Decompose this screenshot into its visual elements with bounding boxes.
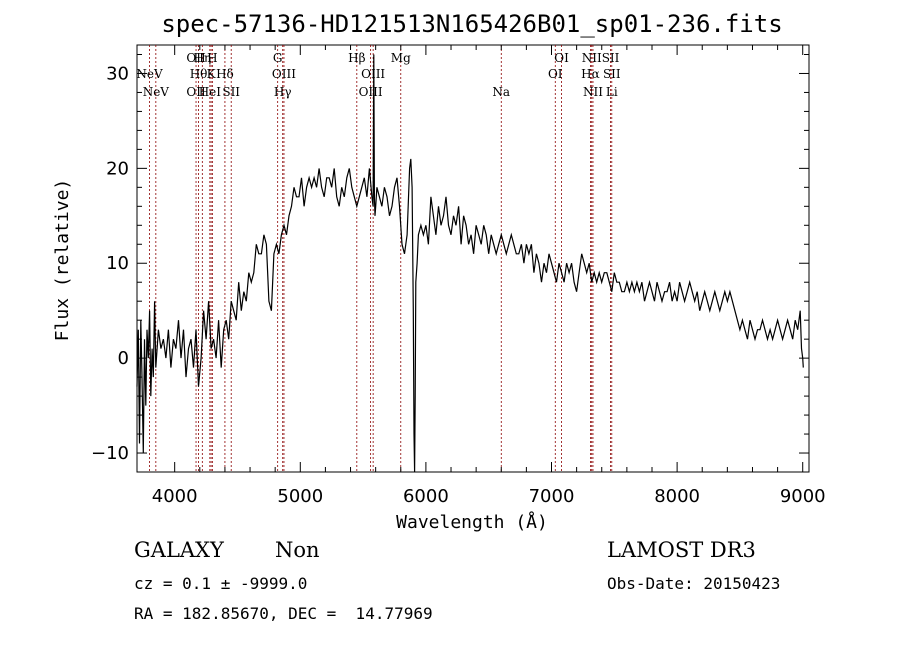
line-marker-label: NeV (143, 85, 170, 99)
line-marker-label: SII (603, 67, 621, 81)
line-marker-label: Hβ (348, 51, 365, 65)
coordinates-text: RA = 182.85670, DEC = 14.77969 (134, 604, 433, 623)
x-tick-label: 6000 (403, 486, 449, 507)
line-marker-label: Hη (193, 51, 211, 65)
y-tick-label: −10 (91, 443, 129, 464)
line-marker-label: HeI (199, 85, 222, 99)
line-marker-label: Hα (581, 67, 600, 81)
line-marker-label: Na (492, 85, 510, 99)
emission-line-markers (149, 45, 613, 472)
x-axis-label: Wavelength (Å) (396, 511, 548, 533)
y-tick-label: 20 (106, 158, 129, 179)
line-marker-label: Hδ (216, 67, 234, 81)
y-axis-ticks: −10 0 10 20 30 (91, 53, 809, 464)
line-marker-label: K (207, 67, 217, 81)
line-marker-label: Hγ (274, 85, 292, 99)
x-tick-label: 5000 (277, 486, 323, 507)
line-marker-label: Li (606, 85, 618, 99)
y-tick-label: 10 (106, 253, 129, 274)
line-marker-label: Hθ (190, 67, 208, 81)
line-marker-label: SII (222, 85, 240, 99)
line-marker-label: OI (554, 51, 569, 65)
x-tick-label: 7000 (529, 486, 575, 507)
line-marker-label: OII (186, 51, 206, 65)
line-marker-label: NII (582, 51, 602, 65)
line-marker-label: NII (583, 85, 603, 99)
spectrum-series-line (136, 54, 804, 473)
line-marker-label: OII (186, 85, 206, 99)
y-tick-label: 30 (106, 63, 129, 84)
line-marker-label: OI (548, 67, 563, 81)
x-axis-ticks: 4000 5000 6000 7000 8000 9000 (152, 45, 826, 507)
line-marker-label: NeV (136, 67, 163, 81)
line-marker-label: OIII (359, 85, 383, 99)
x-tick-label: 8000 (654, 486, 700, 507)
line-marker-label: OIII (272, 67, 296, 81)
x-tick-label: 4000 (152, 486, 198, 507)
observation-date: Obs-Date: 20150423 (607, 574, 781, 593)
chart-title: spec-57136-HD121513N165426B01_sp01-236.f… (161, 10, 782, 38)
line-marker-label: H (207, 51, 217, 65)
object-subclass: Non (275, 538, 320, 562)
plot-frame (136, 44, 810, 473)
line-marker-label: Mg (391, 51, 411, 65)
y-axis-label: Flux (relative) (52, 179, 73, 342)
x-tick-label: 9000 (780, 486, 826, 507)
line-marker-label: SII (602, 51, 620, 65)
line-marker-label: G (273, 51, 283, 65)
object-class: GALAXY (134, 538, 224, 562)
survey-name: LAMOST DR3 (607, 538, 756, 562)
redshift-text: cz = 0.1 ± -9999.0 (134, 574, 308, 593)
y-tick-label: 0 (118, 348, 129, 369)
